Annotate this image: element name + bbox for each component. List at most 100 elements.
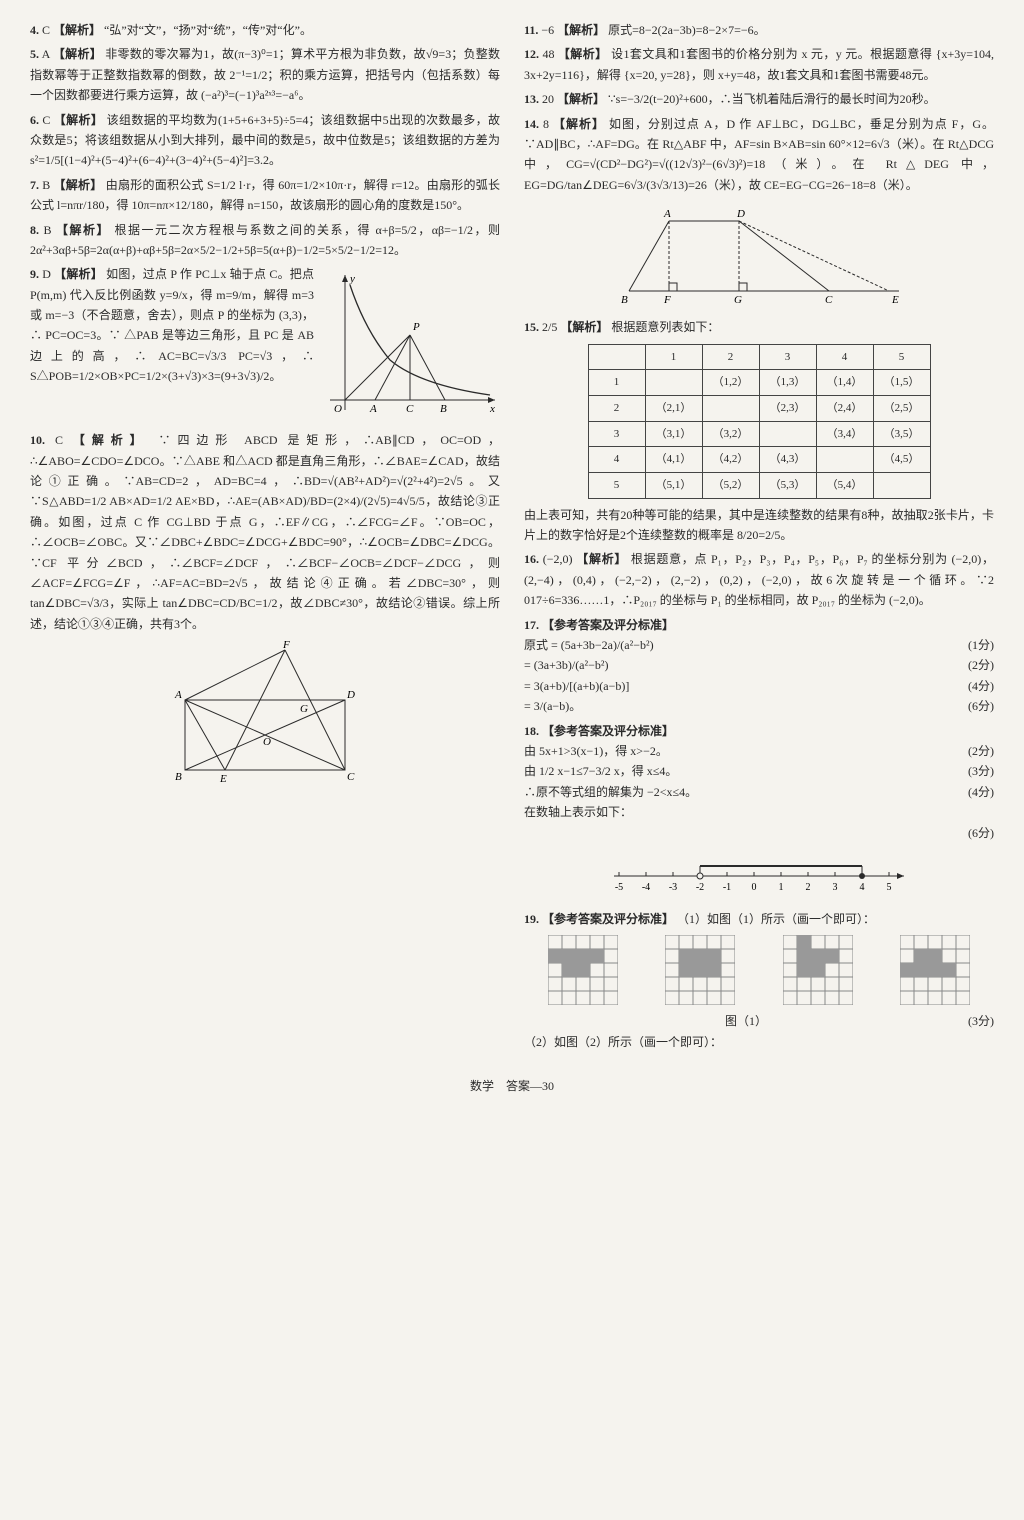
q-ans: 20 bbox=[542, 92, 554, 106]
svg-text:y: y bbox=[349, 273, 355, 285]
q6: 6. C 【解析】 该组数据的平均数为(1+5+6+3+5)÷5=4；该组数据中… bbox=[30, 110, 500, 171]
tag: 【解析】 bbox=[73, 433, 149, 447]
q10-rect: A D B C E F O G bbox=[155, 640, 375, 790]
q-ans: B bbox=[42, 178, 50, 192]
q5: 5. A 【解析】 非零数的零次幂为1，故(π−3)⁰=1；算术平方根为非负数，… bbox=[30, 44, 500, 105]
q8: 8. B 【解析】 根据一元二次方程根与系数之间的关系，得 α+β=5/2，αβ… bbox=[30, 220, 500, 261]
page: 4. C 【解析】 “弘”对“文”，“扬”对“统”，“传”对“化”。 5. A … bbox=[30, 20, 994, 1056]
q-ans: C bbox=[55, 433, 63, 447]
svg-text:x: x bbox=[489, 403, 495, 415]
q10: 10. C 【解析】 ∵四边形 ABCD 是矩形，∴AB∥CD，OC=OD，∴∠… bbox=[30, 430, 500, 790]
tag: 【解析】 bbox=[553, 117, 605, 131]
svg-text:G: G bbox=[734, 294, 742, 306]
q13: 13. 20 【解析】 ∵s=−3/2(t−20)²+600，∴当飞机着陆后滑行… bbox=[524, 89, 994, 109]
q12: 12. 48 【解析】 设1套文具和1套图书的价格分别为 x 元，y 元。根据题… bbox=[524, 44, 994, 85]
svg-text:0: 0 bbox=[752, 882, 757, 893]
q-num: 4. bbox=[30, 23, 39, 37]
grid-icon bbox=[665, 935, 735, 1005]
q-num: 18. bbox=[524, 724, 539, 738]
q-num: 8. bbox=[30, 223, 39, 237]
score: (3分) bbox=[968, 1011, 994, 1031]
svg-text:C: C bbox=[406, 403, 414, 415]
svg-text:B: B bbox=[440, 403, 447, 415]
q11: 11. −6 【解析】 原式=8−2(2a−3b)=8−2×7=−6。 bbox=[524, 20, 994, 40]
body: “弘”对“文”，“扬”对“统”，“传”对“化”。 bbox=[104, 23, 312, 37]
q-num: 16. bbox=[524, 552, 539, 566]
body: ∵s=−3/2(t−20)²+600，∴当飞机着陆后滑行的最长时间为20秒。 bbox=[608, 92, 936, 106]
q-num: 12. bbox=[524, 47, 539, 61]
q-ans: 48 bbox=[542, 47, 554, 61]
q15-table: 123451（1,2）（1,3）（1,4）（1,5）2（2,1）（2,3）（2,… bbox=[588, 344, 931, 499]
page-footer: 数学 答案—30 bbox=[30, 1076, 994, 1096]
q-ans: D bbox=[42, 267, 51, 281]
tag: 【参考答案及评分标准】 bbox=[542, 912, 674, 926]
tag: 【解析】 bbox=[54, 113, 104, 127]
svg-text:F: F bbox=[282, 640, 290, 651]
svg-text:-3: -3 bbox=[669, 882, 677, 893]
svg-text:B: B bbox=[175, 771, 182, 783]
svg-text:B: B bbox=[621, 294, 628, 306]
q-ans: 2/5 bbox=[542, 320, 557, 334]
q19-grids bbox=[524, 935, 994, 1005]
q19-caption: 图（1） bbox=[725, 1014, 767, 1028]
q18: 18. 【参考答案及评分标准】 由 5x+1>3(x−1)，得 x>−2。(2分… bbox=[524, 721, 994, 901]
q-num: 11. bbox=[524, 23, 538, 37]
body: 原式=8−2(2a−3b)=8−2×7=−6。 bbox=[608, 23, 765, 37]
q-ans: C bbox=[42, 23, 50, 37]
tag: 【解析】 bbox=[557, 92, 605, 106]
q-ans: −6 bbox=[541, 23, 554, 37]
svg-text:-1: -1 bbox=[723, 882, 731, 893]
svg-text:O: O bbox=[334, 403, 342, 415]
grid-icon bbox=[783, 935, 853, 1005]
q15: 15. 2/5 【解析】 根据题意列表如下： 123451（1,2）（1,3）（… bbox=[524, 317, 994, 545]
svg-text:P: P bbox=[412, 321, 420, 333]
svg-text:A: A bbox=[663, 208, 671, 220]
q-ans: (−2,0) bbox=[543, 552, 573, 566]
svg-text:A: A bbox=[174, 689, 182, 701]
body: ∵四边形 ABCD 是矩形，∴AB∥CD，OC=OD，∴∠ABO=∠CDO=∠D… bbox=[30, 433, 500, 631]
grid-icon bbox=[900, 935, 970, 1005]
body: 如图，过点 P 作 PC⊥x 轴于点 C。把点 P(m,m) 代入反比例函数 y… bbox=[30, 267, 314, 383]
q-ans: 8 bbox=[543, 117, 549, 131]
q19: 19. 【参考答案及评分标准】 （1）如图（1）所示（画一个即可）： bbox=[524, 909, 994, 1052]
tag: 【解析】 bbox=[558, 47, 608, 61]
svg-text:-4: -4 bbox=[642, 882, 650, 893]
left-column: 4. C 【解析】 “弘”对“文”，“扬”对“统”，“传”对“化”。 5. A … bbox=[30, 20, 500, 1056]
tag: 【解析】 bbox=[53, 23, 101, 37]
q-num: 5. bbox=[30, 47, 39, 61]
q9: O x y P A C B 9. D 【解析】 如图，过点 P 作 PC⊥x 轴… bbox=[30, 264, 500, 426]
tag: 【解析】 bbox=[557, 23, 605, 37]
tag: 【解析】 bbox=[54, 267, 103, 281]
q16: 16. (−2,0) 【解析】 根据题意，点 P₁，P₂，P₃，P₄，P₅，P₆… bbox=[524, 549, 994, 610]
q-ans: A bbox=[42, 47, 50, 61]
svg-text:G: G bbox=[300, 703, 308, 715]
q-num: 9. bbox=[30, 267, 39, 281]
q14: 14. 8 【解析】 如图，分别过点 A，D 作 AF⊥BC，DG⊥BC，垂足分… bbox=[524, 114, 994, 312]
q-num: 13. bbox=[524, 92, 539, 106]
tag: 【参考答案及评分标准】 bbox=[542, 724, 674, 738]
q14-trapezoid: A D B F G C E bbox=[609, 201, 909, 311]
svg-text:1: 1 bbox=[779, 882, 784, 893]
q-num: 14. bbox=[524, 117, 539, 131]
svg-text:A: A bbox=[369, 403, 377, 415]
q-num: 19. bbox=[524, 912, 539, 926]
q4: 4. C 【解析】 “弘”对“文”，“扬”对“统”，“传”对“化”。 bbox=[30, 20, 500, 40]
q19-p1: （1）如图（1）所示（画一个即可）： bbox=[677, 912, 875, 926]
q9-graph: O x y P A C B bbox=[320, 270, 500, 420]
svg-text:D: D bbox=[346, 689, 355, 701]
svg-text:2: 2 bbox=[806, 882, 811, 893]
svg-text:E: E bbox=[891, 294, 899, 306]
svg-text:-5: -5 bbox=[615, 882, 623, 893]
svg-text:O: O bbox=[263, 736, 271, 748]
q7: 7. B 【解析】 由扇形的面积公式 S=1/2 l·r，得 60π=1/2×1… bbox=[30, 175, 500, 216]
q15-after: 由上表可知，共有20种等可能的结果，其中是连续整数的结果有8种，故抽取2张卡片，… bbox=[524, 508, 994, 542]
tag: 【解析】 bbox=[56, 223, 110, 237]
body: 根据题意列表如下： bbox=[611, 320, 719, 334]
q19-p2: （2）如图（2）所示（画一个即可）： bbox=[524, 1032, 994, 1052]
tag: 【参考答案及评分标准】 bbox=[542, 618, 674, 632]
tag: 【解析】 bbox=[576, 552, 627, 566]
right-column: 11. −6 【解析】 原式=8−2(2a−3b)=8−2×7=−6。 12. … bbox=[524, 20, 994, 1056]
q-num: 6. bbox=[30, 113, 39, 127]
q-num: 15. bbox=[524, 320, 539, 334]
q-num: 7. bbox=[30, 178, 39, 192]
